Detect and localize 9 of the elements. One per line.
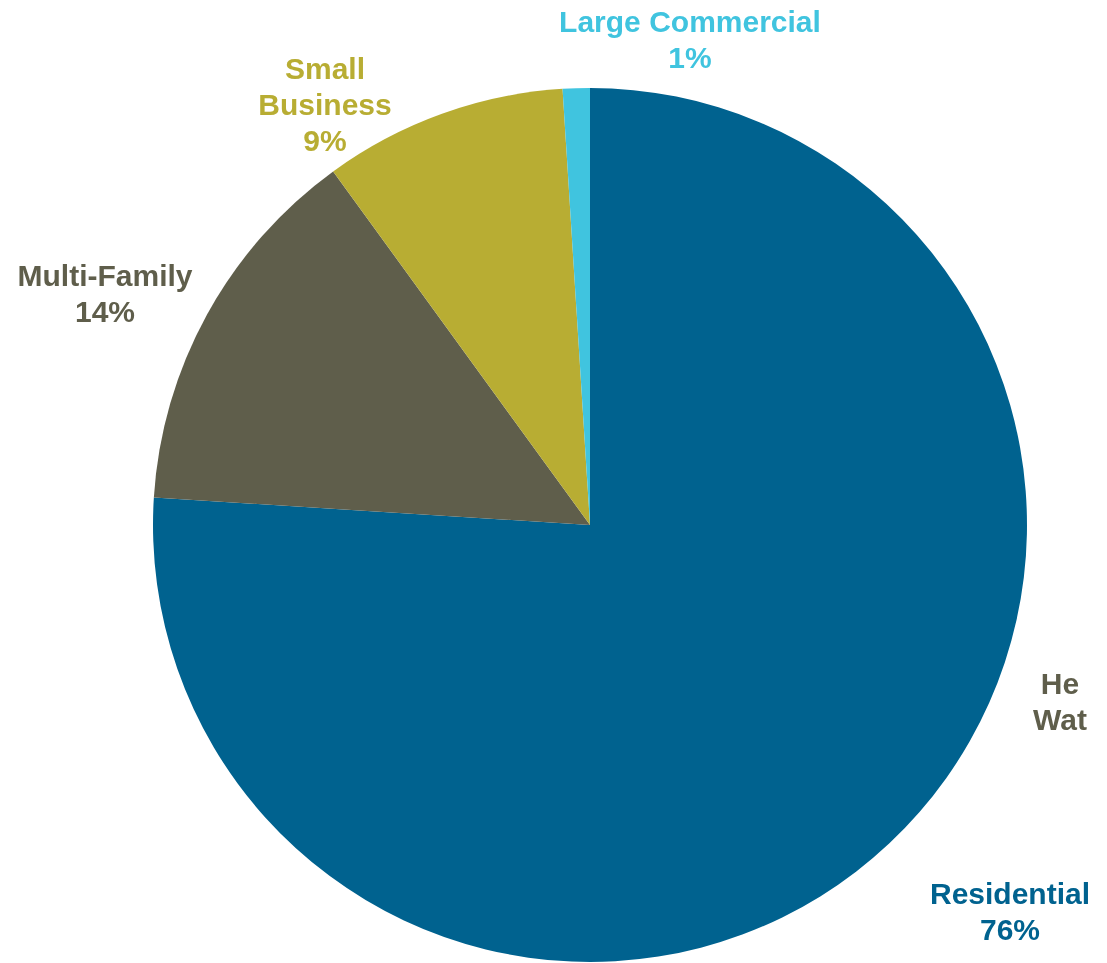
slice-label: Small Business bbox=[258, 52, 392, 121]
text: He Wat bbox=[1033, 667, 1087, 736]
data-label: 76% bbox=[979, 913, 1041, 946]
slice-label: Residential bbox=[929, 877, 1091, 910]
data-label: 9% bbox=[303, 124, 347, 157]
slice-label: Multi-Family bbox=[17, 259, 193, 292]
data-label: 1% bbox=[668, 41, 712, 74]
slice-label: Large Commercial bbox=[559, 5, 821, 38]
data-label: 14% bbox=[74, 295, 136, 328]
